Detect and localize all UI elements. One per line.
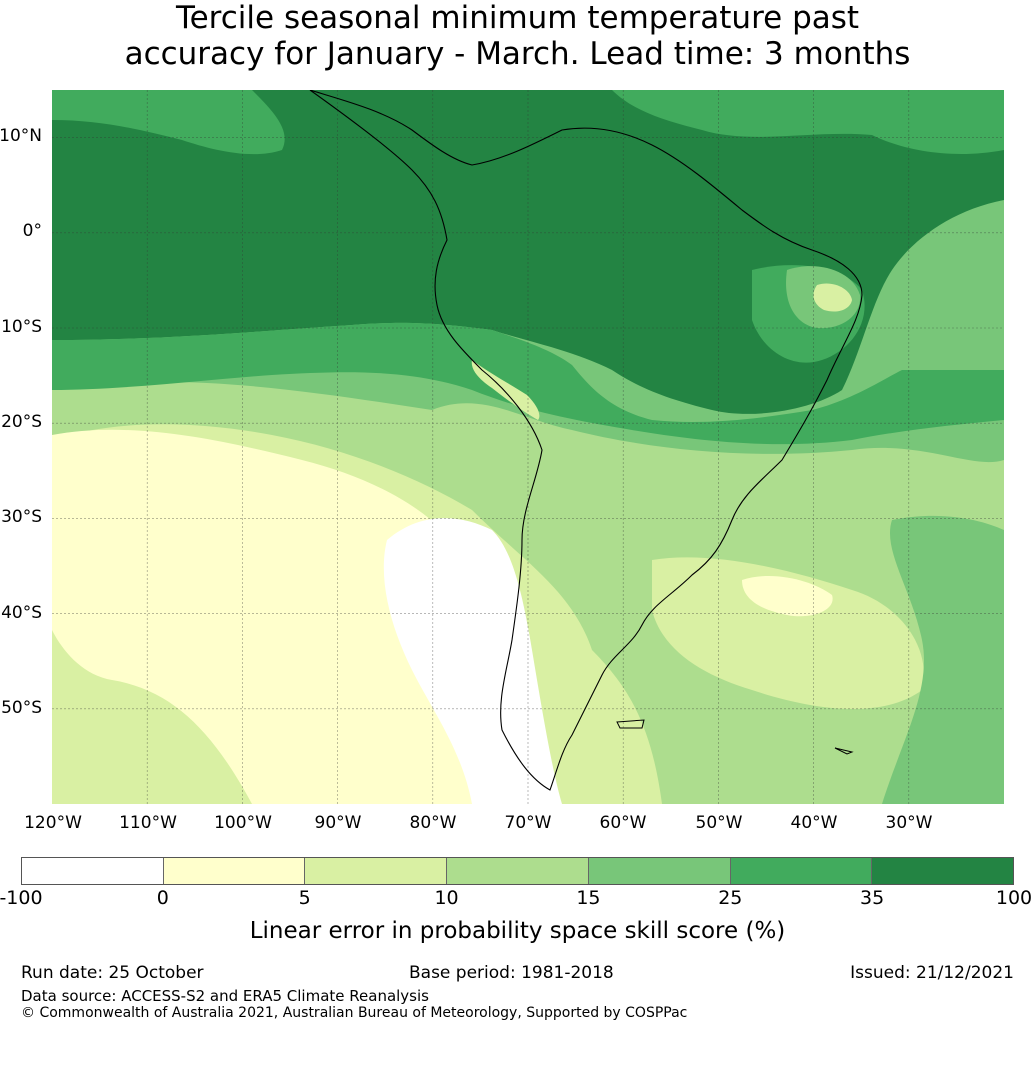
region-5-10-brazil-ne [813, 283, 852, 312]
copyright: © Commonwealth of Australia 2021, Austra… [21, 1005, 688, 1021]
coastline-south-america [309, 90, 863, 791]
colorbar-tick-label: 15 [576, 887, 601, 909]
map-gridlines [52, 90, 1004, 804]
region-0-5-pacific [52, 429, 492, 804]
lat-label-50s: 50°S [1, 698, 42, 718]
map-canvas [52, 90, 1004, 804]
colorbar-tick-label: 10 [434, 887, 459, 909]
lon-label-30w: 30°W [885, 813, 933, 833]
colorbar-tick-label: 0 [156, 887, 169, 909]
colorbar-segment-5 [730, 858, 873, 884]
lat-label-30s: 30°S [1, 507, 42, 527]
issued-date: Issued: 21/12/2021 [850, 963, 1014, 983]
lon-label-110w: 110°W [119, 813, 177, 833]
base-period: Base period: 1981-2018 [409, 963, 614, 983]
colorbar-tick-label: 5 [298, 887, 311, 909]
region-25-35-north-b [612, 90, 1004, 155]
colorbar-tick-label: 35 [860, 887, 885, 909]
lat-label-40s: 40°S [1, 603, 42, 623]
region-25-35-north-a [52, 90, 285, 155]
colorbar [21, 857, 1014, 885]
colorbar-tick-label: 100 [995, 887, 1033, 909]
region-negative-chile [383, 518, 562, 804]
skill-score-map [52, 90, 1004, 804]
lon-label-80w: 80°W [409, 813, 457, 833]
chart-title-line-2: accuracy for January - March. Lead time:… [124, 36, 911, 72]
lat-label-10s: 10°S [1, 317, 42, 337]
region-15-25-southeast [882, 515, 1004, 804]
coastline-falklands [616, 719, 645, 729]
region-0-5-atlantic [742, 575, 833, 617]
lat-label-20s: 20°S [1, 412, 42, 432]
region-5-10-atlantic [652, 557, 924, 709]
colorbar-tick-label: -100 [0, 887, 43, 909]
run-date: Run date: 25 October [21, 963, 204, 983]
colorbar-label: Linear error in probability space skill … [249, 918, 786, 944]
lon-label-100w: 100°W [214, 813, 272, 833]
colorbar-segment-1 [163, 858, 306, 884]
chart-title: Tercile seasonal minimum temperature pas… [0, 0, 1035, 72]
chart-title-line-1: Tercile seasonal minimum temperature pas… [175, 0, 860, 36]
lon-label-60w: 60°W [599, 813, 647, 833]
colorbar-segment-4 [588, 858, 731, 884]
colorbar-segment-0 [22, 858, 164, 884]
lat-label-10n: 10°N [0, 126, 42, 146]
coastline-south-georgia [834, 747, 854, 755]
colorbar-segment-3 [447, 858, 589, 884]
colorbar-segment-2 [305, 858, 448, 884]
lon-label-70w: 70°W [504, 813, 552, 833]
data-source: Data source: ACCESS-S2 and ERA5 Climate … [21, 987, 429, 1005]
lat-label-0: 0° [22, 221, 42, 241]
lon-label-40w: 40°W [790, 813, 838, 833]
colorbar-tick-label: 25 [718, 887, 743, 909]
lon-label-50w: 50°W [695, 813, 743, 833]
colorbar-segment-6 [872, 858, 1014, 884]
lon-label-120w: 120°W [24, 813, 82, 833]
lon-label-90w: 90°W [314, 813, 362, 833]
